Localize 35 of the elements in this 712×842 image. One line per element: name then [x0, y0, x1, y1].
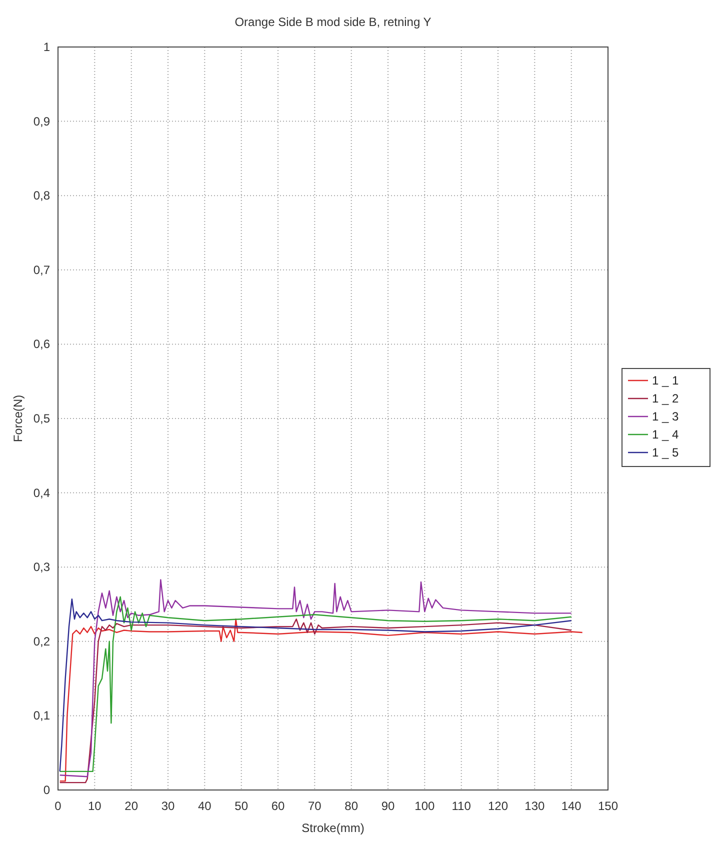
x-axis-title: Stroke(mm) [302, 821, 364, 835]
legend-label: 1 _ 4 [652, 428, 680, 442]
legend-label: 1 _ 5 [652, 446, 680, 460]
y-tick-label: 0,3 [33, 560, 50, 574]
legend-label: 1 _ 1 [652, 374, 680, 388]
x-tick-label: 60 [271, 799, 285, 813]
x-tick-label: 40 [198, 799, 212, 813]
y-tick-label: 0,4 [33, 486, 50, 500]
y-tick-label: 0,9 [33, 114, 50, 128]
x-tick-label: 10 [88, 799, 102, 813]
x-tick-label: 90 [381, 799, 395, 813]
y-tick-label: 0,7 [33, 262, 50, 277]
legend-label: 1 _ 3 [652, 410, 680, 424]
y-tick-label: 1 [43, 40, 50, 54]
y-tick-label: 0,5 [33, 412, 50, 426]
chart-title: Orange Side B mod side B, retning Y [234, 15, 432, 29]
x-tick-label: 150 [598, 799, 618, 813]
x-tick-label: 0 [54, 799, 62, 813]
y-axis-title: Force(N) [11, 394, 25, 442]
x-tick-label: 80 [344, 799, 358, 813]
x-tick-label: 20 [124, 799, 138, 813]
x-tick-label: 30 [161, 799, 175, 813]
x-tick-label: 140 [561, 799, 582, 813]
x-tick-label: 120 [488, 799, 508, 813]
x-tick-label: 100 [414, 799, 435, 813]
y-tick-label: 0,2 [33, 634, 50, 648]
legend-label: 1 _ 2 [652, 392, 680, 406]
x-tick-label: 50 [234, 799, 248, 813]
y-tick-label: 0 [43, 783, 50, 797]
x-tick-label: 130 [524, 799, 545, 813]
y-tick-label: 0,1 [33, 708, 50, 723]
x-tick-label: 70 [308, 799, 322, 813]
y-tick-label: 0,6 [33, 337, 50, 352]
y-tick-label: 0,8 [33, 188, 50, 203]
x-tick-label: 110 [452, 799, 472, 813]
